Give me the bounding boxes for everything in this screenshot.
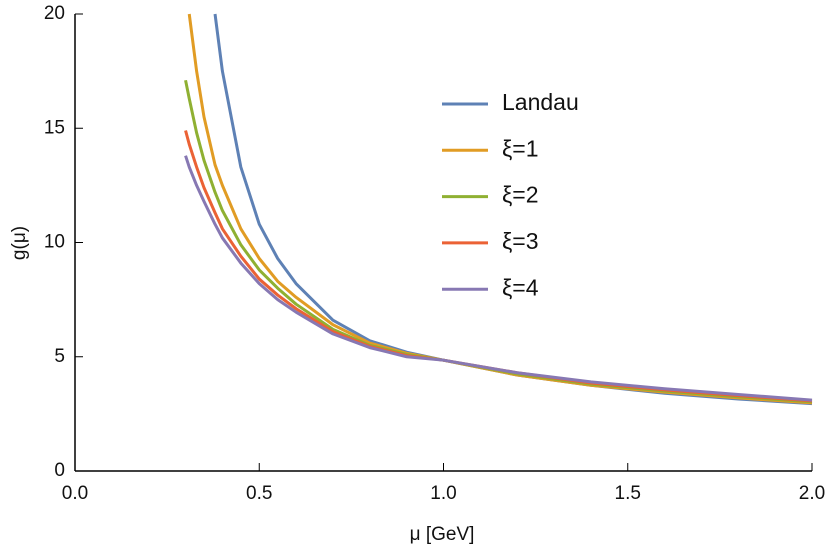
x-tick-label: 0.0 [62, 483, 88, 504]
series-line [184, 155, 813, 402]
series-line [184, 130, 813, 403]
legend-label: ξ=2 [502, 182, 539, 208]
x-tick-label: 1.5 [615, 483, 641, 504]
legend-label: ξ=1 [502, 135, 539, 161]
y-axis-label: g(μ) [9, 226, 30, 260]
y-tick-label: 0 [54, 460, 65, 481]
x-tick-label: 0.5 [246, 483, 272, 504]
legend-label: ξ=4 [502, 274, 539, 300]
x-tick-label: 1.0 [430, 483, 456, 504]
legend-label: Landau [502, 89, 579, 115]
y-tick-label: 10 [44, 232, 65, 253]
x-tick-label: 2.0 [799, 483, 825, 504]
series-line [213, 13, 813, 406]
x-axis-label: μ [GeV] [410, 524, 475, 545]
series-line [184, 79, 813, 404]
y-tick-label: 20 [44, 3, 65, 24]
series-line [187, 13, 813, 405]
legend-label: ξ=3 [502, 228, 539, 254]
y-tick-label: 15 [44, 117, 65, 138]
y-tick-label: 5 [54, 346, 65, 367]
